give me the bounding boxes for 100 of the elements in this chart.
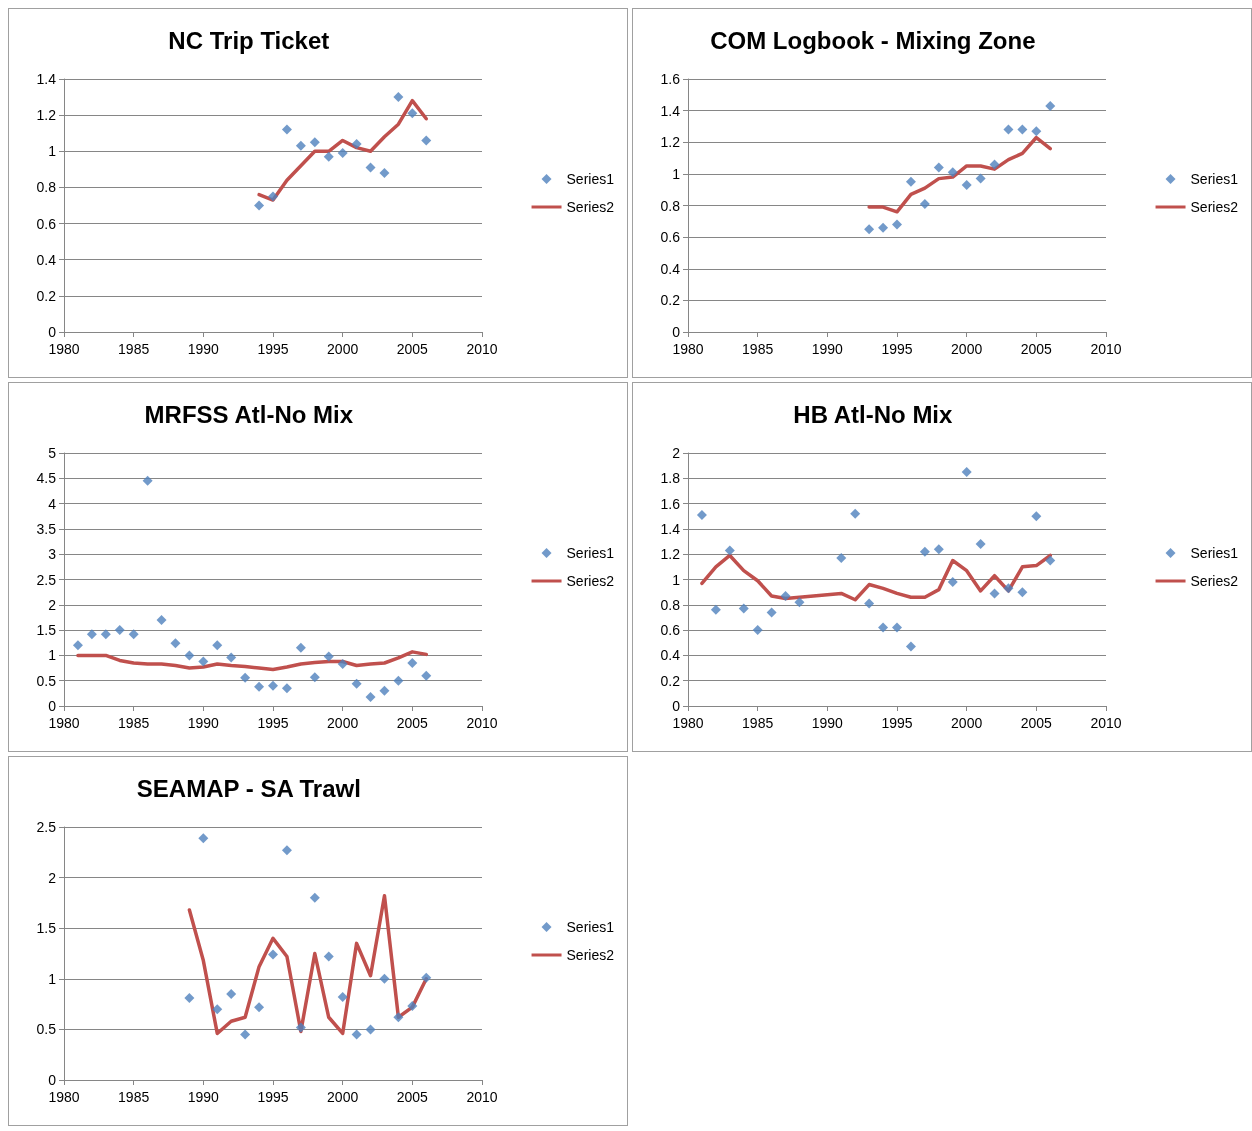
line-series [76,650,429,672]
legend-label: Series2 [1190,573,1239,589]
point [919,198,930,209]
point [892,219,902,230]
y-tick-label: 0.6 [660,229,681,246]
x-tick-label: 1995 [257,715,289,731]
point [947,577,958,588]
point [212,1004,223,1015]
point [1031,511,1042,522]
y-tick-label: 1.4 [660,102,681,119]
point [281,845,292,856]
point [961,466,972,477]
x-tick-label: 2010 [1090,341,1122,357]
x-tick-label: 1985 [742,715,774,731]
y-tick-label: 3 [48,546,57,563]
point [961,179,972,190]
y-tick-label: 1.2 [660,546,681,563]
point [407,657,418,668]
point [226,988,237,999]
y-tick-label: 0.6 [36,215,57,232]
x-tick-label: 2010 [466,1089,498,1105]
point [309,137,320,148]
point [407,1001,418,1012]
x-tick-label: 1995 [881,715,913,731]
point [86,629,97,640]
point [766,607,777,618]
point [864,224,875,235]
x-tick-label: 1995 [881,341,913,357]
x-tick-label: 2010 [466,715,498,731]
point [100,629,111,640]
point [184,650,195,661]
x-tick-label: 2005 [396,715,429,731]
y-tick-label: 2 [48,596,57,613]
point [323,151,334,162]
y-tick-label: 0.8 [36,179,57,196]
point [1017,124,1028,135]
y-tick-label: 0 [48,1072,57,1088]
point [752,625,763,636]
point [323,951,334,962]
x-tick-label: 1990 [811,341,844,357]
point [72,640,83,651]
point [309,892,320,903]
y-tick-label: 2 [672,445,681,461]
point [295,642,306,653]
point [905,641,916,652]
y-tick-label: 0 [48,698,57,714]
point [365,162,376,173]
y-tick-label: 1 [672,571,681,588]
x-tick-label: 1990 [187,1089,220,1105]
point [1031,126,1042,137]
point [254,681,265,692]
y-tick-label: 0.6 [660,622,681,639]
point [393,675,404,686]
x-tick-label: 2000 [951,715,983,731]
y-tick-label: 5 [48,445,57,461]
point [878,622,889,633]
point [975,539,986,550]
point [365,1024,376,1035]
point [198,833,209,844]
point [309,672,320,683]
point [281,683,292,694]
point [989,588,1000,599]
point [850,508,861,519]
legend-label: Series1 [1190,545,1239,561]
point [421,135,432,146]
legend-label: Series2 [566,199,615,215]
y-tick-label: 1 [672,165,681,182]
x-tick-label: 1980 [672,341,704,357]
x-tick-label: 1985 [118,715,150,731]
point [379,167,390,178]
point [254,200,265,211]
point [975,173,986,184]
x-tick-label: 1995 [257,341,289,357]
y-tick-label: 1.8 [660,470,681,487]
x-tick-label: 1985 [118,1089,150,1105]
point [295,140,306,151]
chart-title: HB Atl-No Mix [793,400,954,428]
line-series [257,98,429,202]
point [1045,555,1056,566]
legend-label: Series2 [1190,199,1239,215]
legend-label: Series2 [566,947,615,963]
y-tick-label: 1.5 [36,920,57,937]
y-tick-label: 1.4 [36,71,57,87]
legend-label: Series2 [566,573,615,589]
point [947,167,958,178]
y-tick-label: 1.2 [660,134,681,151]
point [379,973,390,984]
point [240,672,251,683]
point [905,176,916,187]
point [337,992,348,1003]
y-tick-label: 0.5 [36,1021,57,1038]
y-tick-label: 1.5 [36,622,57,639]
y-tick-label: 0 [48,324,57,340]
x-tick-label: 2005 [1020,715,1053,731]
point [156,614,167,625]
point [337,148,348,159]
point [240,1029,251,1040]
point [933,162,944,173]
y-tick-label: 1 [48,143,57,160]
y-tick-label: 0.8 [660,197,681,214]
